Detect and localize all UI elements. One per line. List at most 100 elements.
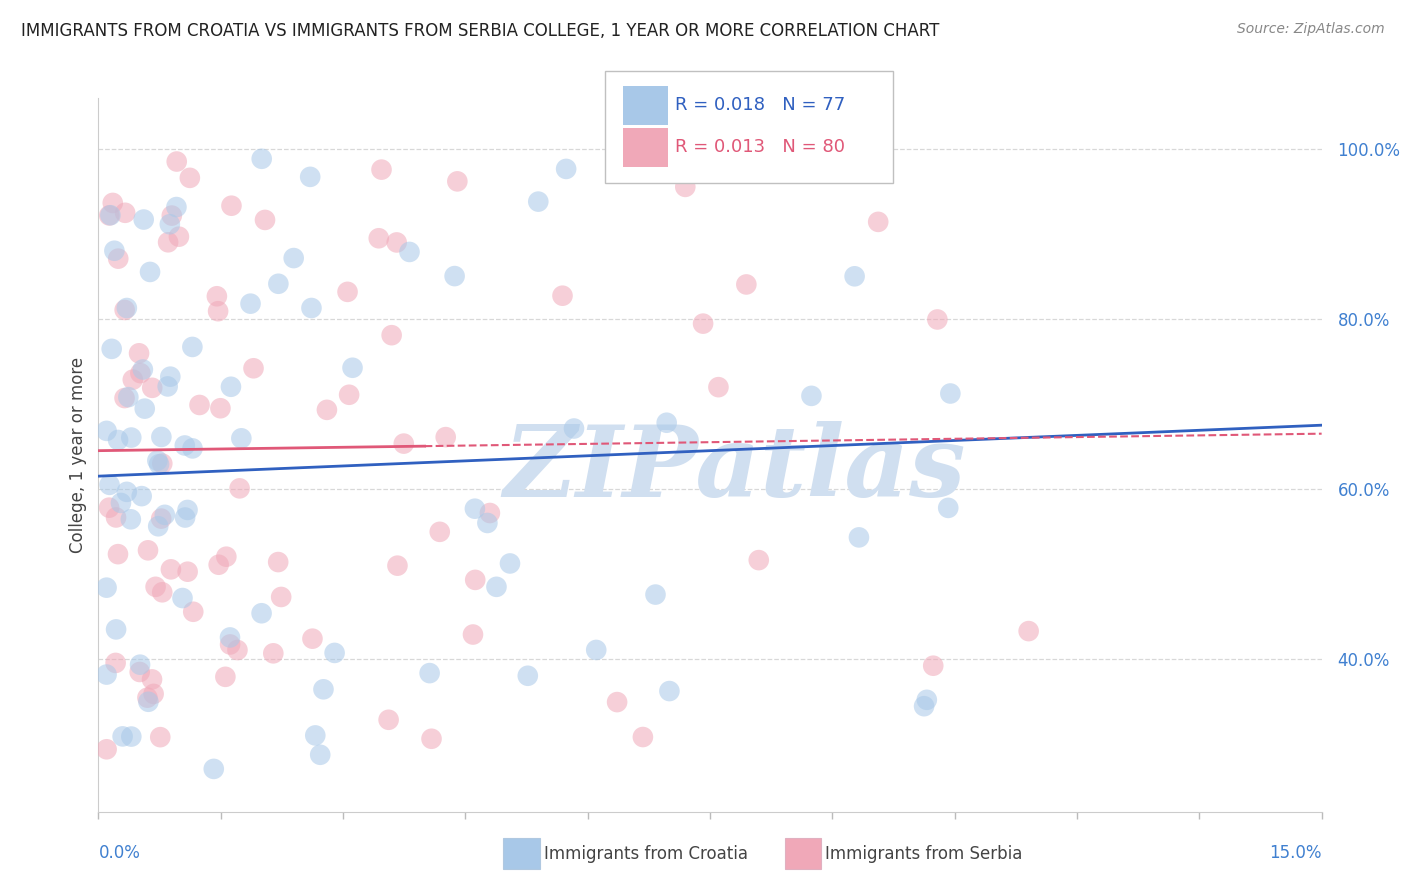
Text: IMMIGRANTS FROM CROATIA VS IMMIGRANTS FROM SERBIA COLLEGE, 1 YEAR OR MORE CORREL: IMMIGRANTS FROM CROATIA VS IMMIGRANTS FR… [21, 22, 939, 40]
Point [267, 277, 290, 291]
Point [748, 553, 770, 567]
Point [527, 194, 550, 209]
Point [117, 390, 139, 404]
Point [179, 170, 201, 185]
Point [499, 557, 522, 571]
Point [485, 580, 508, 594]
Point [120, 730, 142, 744]
Point [150, 430, 173, 444]
Point [242, 361, 264, 376]
Point [96, 424, 118, 438]
Point [461, 627, 484, 641]
Point [115, 301, 138, 315]
Point [146, 453, 169, 467]
Point [114, 303, 136, 318]
Point [159, 217, 181, 231]
Point [150, 585, 173, 599]
Point [107, 252, 129, 266]
Point [148, 457, 170, 471]
Y-axis label: College, 1 year or more: College, 1 year or more [69, 357, 87, 553]
Point [207, 304, 229, 318]
Point [105, 510, 128, 524]
Point [141, 381, 163, 395]
Point [145, 580, 167, 594]
Point [585, 643, 607, 657]
Text: Immigrants from Serbia: Immigrants from Serbia [825, 845, 1022, 863]
Point [562, 421, 585, 435]
Point [337, 388, 360, 402]
Point [301, 301, 323, 315]
Point [367, 231, 389, 245]
Point [250, 606, 273, 620]
Point [927, 312, 949, 326]
Point [551, 289, 574, 303]
Point [312, 682, 335, 697]
Point [167, 229, 190, 244]
Point [132, 212, 155, 227]
Point [443, 269, 465, 284]
Point [141, 673, 163, 687]
Point [134, 401, 156, 416]
Point [253, 213, 276, 227]
Point [188, 398, 211, 412]
Point [336, 285, 359, 299]
Text: ZIPatlas: ZIPatlas [503, 421, 966, 517]
Point [844, 269, 866, 284]
Point [299, 169, 322, 184]
Point [114, 206, 136, 220]
Point [835, 163, 858, 178]
Point [142, 687, 165, 701]
Point [166, 154, 188, 169]
Point [181, 442, 204, 456]
Point [316, 402, 339, 417]
Point [98, 500, 121, 515]
Point [165, 200, 187, 214]
Point [132, 362, 155, 376]
Point [100, 208, 122, 222]
Point [120, 431, 142, 445]
Point [219, 631, 242, 645]
Point [478, 506, 501, 520]
Point [115, 484, 138, 499]
Point [429, 524, 451, 539]
Point [139, 265, 162, 279]
Point [606, 695, 628, 709]
Point [221, 199, 243, 213]
Point [149, 730, 172, 744]
Point [658, 684, 681, 698]
Point [270, 590, 292, 604]
Point [160, 209, 183, 223]
Point [370, 162, 392, 177]
Point [205, 289, 228, 303]
Point [128, 346, 150, 360]
Point [157, 235, 180, 250]
Point [707, 380, 730, 394]
Point [138, 695, 160, 709]
Point [215, 549, 238, 564]
Point [392, 436, 415, 450]
Point [309, 747, 332, 762]
Point [129, 366, 152, 380]
Point [283, 251, 305, 265]
Point [323, 646, 346, 660]
Point [655, 416, 678, 430]
Point [114, 391, 136, 405]
Point [98, 209, 121, 223]
Point [735, 277, 758, 292]
Point [631, 730, 654, 744]
Point [477, 516, 499, 530]
Point [174, 510, 197, 524]
Point [214, 670, 236, 684]
Point [129, 657, 152, 672]
Point [912, 699, 935, 714]
Point [342, 360, 364, 375]
Text: Source: ZipAtlas.com: Source: ZipAtlas.com [1237, 22, 1385, 37]
Text: R = 0.013   N = 80: R = 0.013 N = 80 [675, 138, 845, 156]
Point [922, 658, 945, 673]
Point [464, 573, 486, 587]
Point [131, 489, 153, 503]
Point [148, 519, 170, 533]
Point [226, 643, 249, 657]
Point [176, 565, 198, 579]
Point [96, 581, 118, 595]
